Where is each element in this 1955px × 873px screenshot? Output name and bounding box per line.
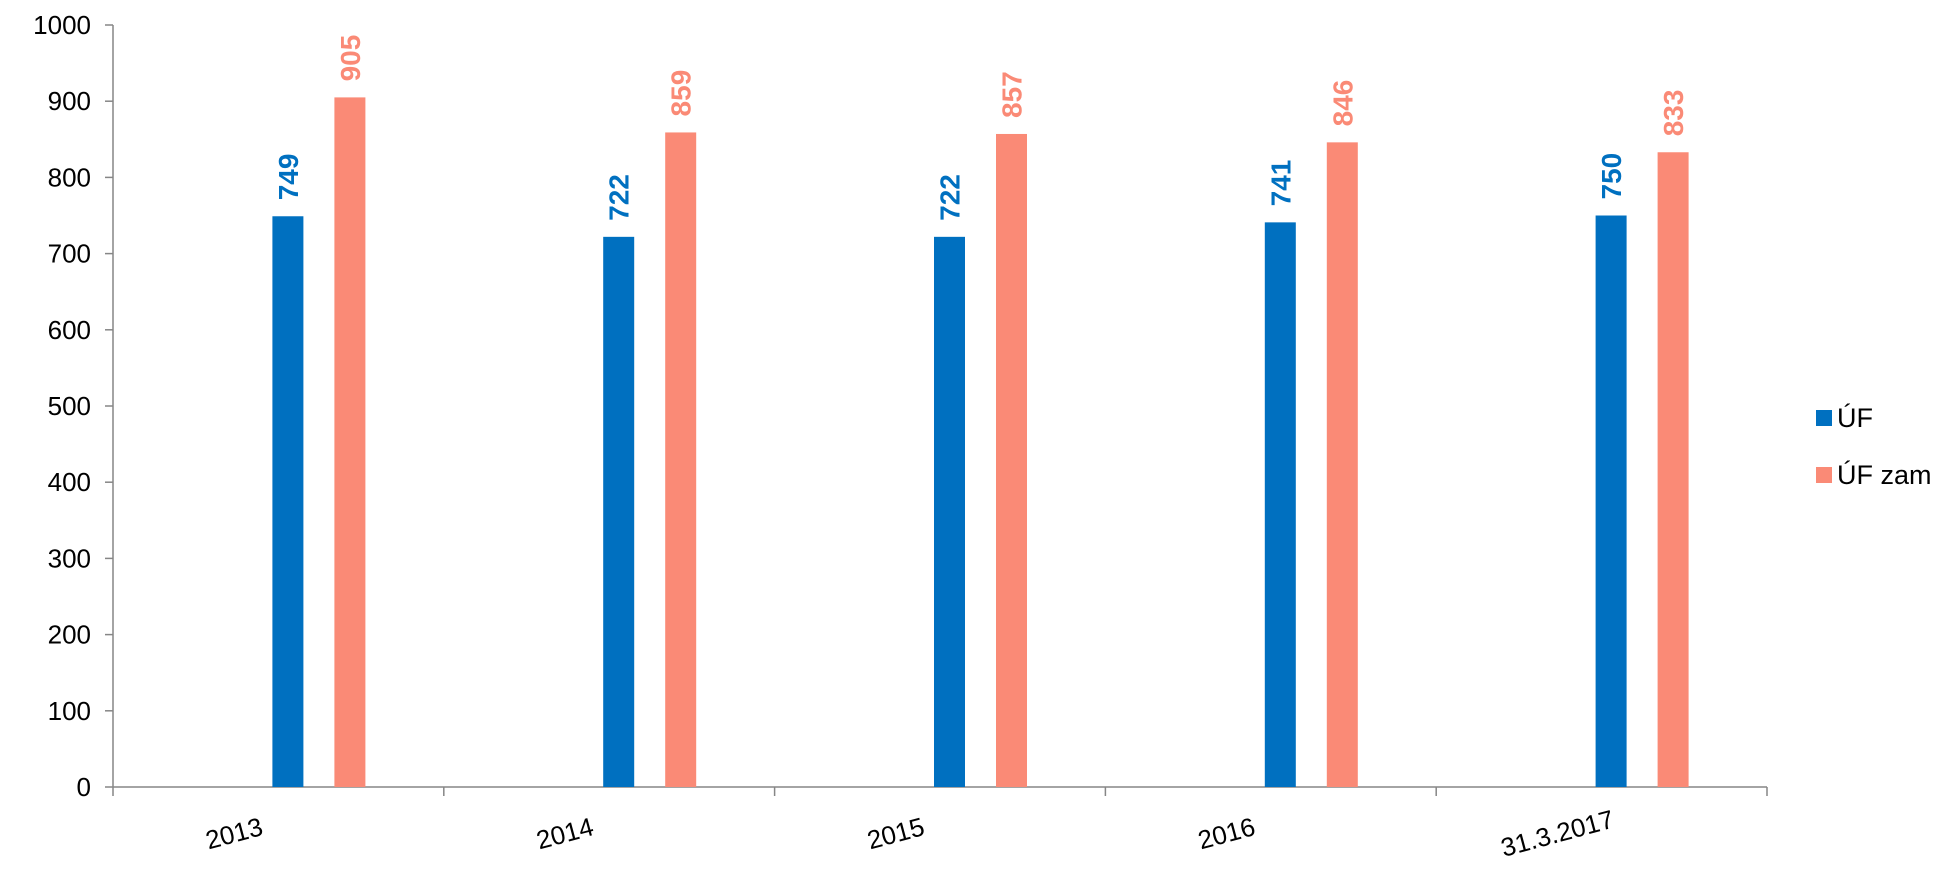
data-label-uf-zam: 905 <box>335 35 366 82</box>
data-label-uf-zam: 857 <box>997 71 1028 118</box>
y-tick-label: 1000 <box>33 10 91 40</box>
y-tick-label: 200 <box>48 620 91 650</box>
y-tick-label: 400 <box>48 467 91 497</box>
y-tick-label: 800 <box>48 162 91 192</box>
bar-uf <box>272 216 304 788</box>
data-label-uf-zam: 846 <box>1327 80 1358 127</box>
y-axis: 0 100 200 300 400 500 600 700 800 900 1000 <box>33 10 114 802</box>
legend: ÚF ÚF zam <box>1816 402 1932 490</box>
bar-uf <box>934 236 965 787</box>
legend-swatch <box>1816 410 1832 426</box>
bar-uf <box>603 236 635 787</box>
bar-uf <box>1264 222 1296 787</box>
bar-uf-zam <box>665 132 697 787</box>
data-label-uf: 749 <box>273 154 304 201</box>
data-label-uf: 722 <box>935 174 966 221</box>
x-category-label: 2016 <box>1195 811 1259 855</box>
y-tick-label: 500 <box>48 391 91 421</box>
data-label-uf: 722 <box>604 174 635 221</box>
y-tick-label: 900 <box>48 86 91 116</box>
x-category-label: 31.3.2017 <box>1498 804 1617 863</box>
y-tick-label: 700 <box>48 239 91 269</box>
y-tick-label: 0 <box>77 772 91 802</box>
data-label-uf-zam: 833 <box>1658 90 1689 137</box>
y-tick-label: 300 <box>48 543 91 573</box>
data-label-uf-zam: 859 <box>666 70 697 117</box>
legend-label: ÚF zam <box>1837 459 1932 490</box>
data-label-uf: 750 <box>1596 153 1627 200</box>
y-tick-label: 600 <box>48 315 91 345</box>
bar-uf-zam <box>996 133 1027 787</box>
bar-uf-zam <box>1326 142 1358 787</box>
y-tick-label: 100 <box>48 696 91 726</box>
x-category-label: 2015 <box>864 811 928 855</box>
bars <box>272 97 1689 788</box>
x-axis: 2013 2014 2015 2016 31.3.2017 <box>112 786 1768 863</box>
legend-swatch <box>1816 467 1832 483</box>
legend-label: ÚF <box>1837 402 1873 433</box>
data-label-uf: 741 <box>1265 160 1296 207</box>
x-category-label: 2013 <box>202 811 266 855</box>
x-category-label: 2014 <box>533 811 597 855</box>
bar-uf <box>1595 215 1627 787</box>
data-labels: 749 722 722 741 750 905 859 857 846 833 <box>273 35 1689 221</box>
bar-uf-zam <box>1657 152 1689 787</box>
bar-uf-zam <box>334 97 366 787</box>
